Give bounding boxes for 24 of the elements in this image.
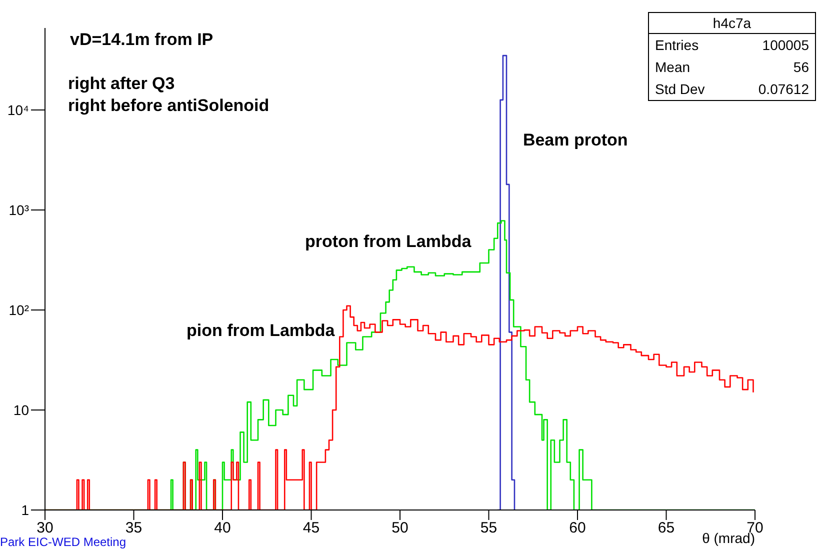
x-tick-label: 65 [658, 520, 675, 537]
y-tick-label: 10³ [8, 202, 30, 218]
x-tick-label: 40 [214, 520, 231, 537]
x-tick-label: 30 [36, 520, 54, 537]
y-tick-label: 10⁴ [7, 102, 29, 118]
y-tick-label: 10² [8, 302, 30, 318]
x-tick-label: 50 [392, 520, 408, 537]
annotation: right before antiSolenoid [68, 96, 270, 116]
annotation: right after Q3 [68, 74, 175, 94]
annotation: h4c7a [649, 13, 815, 34]
series-label: proton from Lambda [304, 232, 472, 251]
x-tick-label: 55 [480, 520, 498, 537]
annotation: vD=14.1m from IP [70, 30, 214, 50]
x-tick-label: 60 [569, 520, 586, 537]
y-tick-label: 10 [13, 402, 30, 418]
x-tick-label: 45 [302, 520, 320, 537]
series-label: Beam proton [522, 130, 628, 150]
text: Entries 100005 [655, 37, 809, 53]
text: Mean 56 [655, 59, 809, 75]
y-tick-label: 1 [21, 502, 30, 518]
x-tick-label: 35 [125, 520, 142, 537]
series-label: pion from Lambda [186, 320, 336, 340]
text: Park EIC-WED Meeting [0, 535, 126, 549]
text: Std Dev 0.07612 [655, 81, 809, 97]
